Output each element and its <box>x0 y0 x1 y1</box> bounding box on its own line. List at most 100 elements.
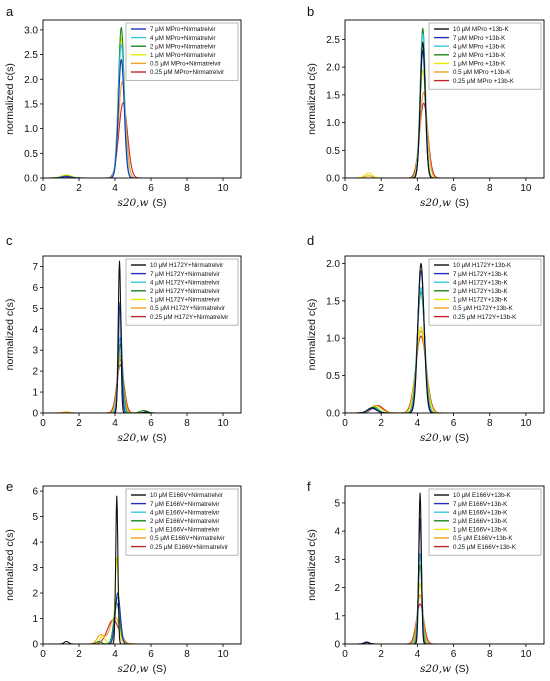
legend-label: 7 μM E166V+13b-K <box>453 501 508 508</box>
y-tick-label: 1.5 <box>24 99 38 110</box>
legend-label: 7 μM H172Y+13b-K <box>453 271 509 278</box>
legend-label: 1 μM H172Y+Nirmatrelvir <box>150 297 220 304</box>
legend-label: 10 μM H172Y+13b-K <box>453 262 512 269</box>
x-tick-label: 0 <box>342 649 348 660</box>
legend-label: 2 μM MPro +13b-K <box>453 52 506 59</box>
x-tick-label: 6 <box>148 418 154 429</box>
series-line <box>345 262 544 413</box>
y-tick-label: 4 <box>32 325 38 336</box>
legend-label: 1 μM E166V+Nirmatrelvir <box>150 527 219 534</box>
legend-label: 4 μM E166V+13b-K <box>453 509 508 516</box>
y-tick-label: 3 <box>32 563 38 574</box>
plot-frame <box>344 255 545 414</box>
y-tick-label: 3.0 <box>24 25 38 36</box>
legend-label: 0.25 μM H172Y+Nirmatrelvir <box>150 314 228 321</box>
y-tick-label: 1.0 <box>326 118 340 129</box>
legend-label: 7 μM MPro +13b-K <box>453 35 506 42</box>
plot-frame <box>42 19 242 179</box>
x-tick-label: 2 <box>378 649 384 660</box>
panel-e: e 0 2 4 6 8 10 0 1 2 3 4 5 6 normalized c(s) s20,w (S) 10… <box>4 479 242 675</box>
series-line <box>345 594 544 644</box>
series-line <box>345 335 544 413</box>
series-line <box>345 603 544 644</box>
x-tick-label: 0 <box>342 183 348 194</box>
panel-c: c 0 2 4 6 8 10 0 1 2 3 4 5 6 7 normalized c(s) s20,w (S) 1… <box>4 233 242 444</box>
series-line <box>43 592 241 644</box>
x-tick-label: 6 <box>148 183 154 194</box>
y-tick-label: 6 <box>32 487 38 498</box>
legend-label: 2 μM H172Y+Nirmatrelvir <box>150 288 220 295</box>
series-line <box>43 354 241 413</box>
plot-frame <box>344 485 545 645</box>
series-line <box>43 81 241 178</box>
x-tick-label: 2 <box>378 183 384 194</box>
panel-f: f 0 2 4 6 8 10 0 1 2 3 4 5 normalized c(s) s20,w (S) 10 … <box>306 479 545 675</box>
y-axis-label: normalized c(s) <box>306 299 318 371</box>
y-tick-label: 1.5 <box>326 90 340 101</box>
x-tick-label: 8 <box>487 183 493 194</box>
panel-letter: d <box>307 233 314 248</box>
legend-label: 7 μM H172Y+Nirmatrelvir <box>150 271 220 278</box>
legend-label: 1 μM MPro+Nirmatrelvir <box>150 52 216 59</box>
legend-label: 2 μM MPro+Nirmatrelvir <box>150 43 216 50</box>
x-tick-label: 8 <box>184 418 190 429</box>
series-line <box>345 330 544 413</box>
legend-label: 0.25 μM H172Y+13b-K <box>453 314 517 321</box>
y-tick-label: 5 <box>32 512 38 523</box>
y-tick-label: 2.5 <box>326 35 340 46</box>
x-tick-label: 0 <box>342 418 348 429</box>
legend-label: 7 μM E166V+Nirmatrelvir <box>150 501 219 508</box>
panel-d: d 0 2 4 6 8 10 0.0 0.5 1.0 1.5 2.0 normalized c(s) s2… <box>306 233 545 444</box>
legend-label: 1 μM E166V+13b-K <box>453 527 508 534</box>
x-tick-label: 2 <box>378 418 384 429</box>
x-tick-label: 6 <box>451 649 457 660</box>
x-tick-label: 10 <box>520 649 532 660</box>
legend-label: 0.25 μM E166V+Nirmatrelvir <box>150 544 228 551</box>
x-tick-label: 0 <box>40 418 46 429</box>
series-line <box>43 596 241 644</box>
y-tick-label: 3 <box>334 555 340 566</box>
y-tick-label: 2.5 <box>24 50 38 61</box>
legend-label: 0.5 μM H172Y+Nirmatrelvir <box>150 305 225 312</box>
legend-label: 4 μM H172Y+13b-K <box>453 279 509 286</box>
legend-label: 2 μM E166V+Nirmatrelvir <box>150 518 219 525</box>
legend-box <box>125 22 239 81</box>
y-tick-label: 5 <box>32 304 38 315</box>
x-tick-label: 4 <box>415 183 421 194</box>
x-tick-label: 6 <box>451 418 457 429</box>
series-line <box>43 364 241 413</box>
legend-box <box>125 488 239 556</box>
legend-label: 7 μM MPro+Nirmatrelvir <box>150 26 216 33</box>
y-axis-label: normalized c(s) <box>4 529 16 601</box>
x-axis-label: s20,w (S) <box>117 197 166 209</box>
x-tick-label: 2 <box>76 183 82 194</box>
x-tick-label: 2 <box>76 418 82 429</box>
legend-label: 4 μM MPro+Nirmatrelvir <box>150 35 216 42</box>
y-tick-label: 2.0 <box>326 259 340 270</box>
legend-label: 4 μM H172Y+Nirmatrelvir <box>150 279 220 286</box>
y-tick-label: 5 <box>334 498 340 509</box>
legend-box <box>428 22 542 90</box>
x-axis-label: s20,w (S) <box>420 663 469 675</box>
legend: 10 μM H172Y+Nirmatrelvir 7 μM H172Y+Nirma… <box>125 258 239 326</box>
x-tick-label: 4 <box>415 418 421 429</box>
y-tick-label: 0 <box>32 640 38 651</box>
y-tick-label: 1 <box>32 614 38 625</box>
series-line <box>43 343 241 413</box>
y-tick-label: 1.0 <box>24 124 38 135</box>
panel-letter: e <box>6 479 13 494</box>
legend-label: 0.5 μM MPro+Nirmatrelvir <box>150 61 221 68</box>
panel-letter: b <box>307 4 314 19</box>
x-axis-label: s20,w (S) <box>117 663 166 675</box>
legend-label: 4 μM MPro +13b-K <box>453 43 506 50</box>
y-tick-label: 2 <box>32 589 38 600</box>
y-tick-label: 4 <box>32 538 38 549</box>
series-line <box>345 326 544 413</box>
y-tick-label: 2.0 <box>24 75 38 86</box>
series-line <box>43 359 241 413</box>
series-line <box>345 553 544 644</box>
y-tick-label: 6 <box>32 283 38 294</box>
legend-label: 1 μM H172Y+13b-K <box>453 297 509 304</box>
panel-letter: a <box>6 4 14 19</box>
